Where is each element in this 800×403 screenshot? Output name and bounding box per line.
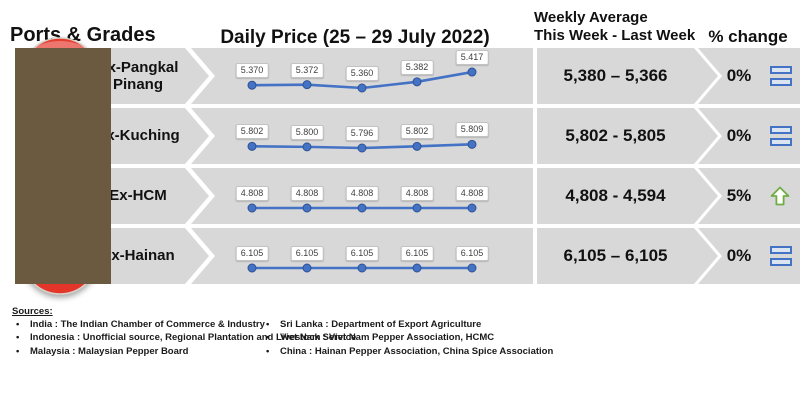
daily-price-chart [247, 139, 477, 153]
weekly-average-header-line2: This Week - Last Week [534, 26, 696, 44]
data-point [412, 203, 422, 213]
data-point [412, 263, 422, 273]
data-point-label: 4.808 [455, 186, 489, 201]
data-point-label: 5.370 [235, 63, 269, 79]
data-point-label: 6.105 [345, 246, 379, 261]
increase-arrow-icon [770, 186, 790, 206]
data-point-label: 4.808 [290, 186, 324, 201]
source-item: Sri Lanka : Department of Export Agricul… [262, 319, 553, 331]
data-point-label: 5.800 [290, 124, 324, 140]
daily-price-chart [247, 203, 477, 213]
data-point [247, 203, 257, 213]
data-point [357, 83, 367, 93]
weekly-average-value: 6,105 – 6,105 [563, 246, 668, 265]
source-item: Indonesia : Unofficial source, Regional … [12, 332, 356, 344]
percent-change-band: 0% [698, 228, 800, 284]
weekly-average-value: 5,380 – 5,366 [563, 66, 668, 85]
price-row: 4,808 - 4,594 5% Ex-HCM 4.808 4.808 4.808 4… [0, 157, 800, 235]
weekly-average-value: 5,802 - 5,805 [565, 126, 666, 145]
data-point [467, 67, 477, 77]
weekly-average-header: Weekly Average This Week - Last Week [534, 9, 695, 44]
weekly-average-band: 5,802 - 5,805 [537, 108, 718, 164]
data-point [412, 77, 422, 87]
no-change-icon [770, 66, 792, 86]
percent-change-value: 0% [726, 246, 752, 265]
port-name: Ex-Hainan [101, 247, 175, 265]
data-point-label: 6.105 [235, 246, 269, 261]
data-point-label: 5.382 [400, 59, 434, 75]
data-point [247, 80, 257, 90]
sources-section: Sources: India : The Indian Chamber of C… [12, 306, 553, 358]
no-change-icon [770, 246, 792, 266]
percent-change-value: 0% [726, 66, 752, 85]
data-point-label: 5.809 [455, 122, 489, 138]
data-point-label: 6.105 [400, 246, 434, 261]
sources-list-right: Sri Lanka : Department of Export Agricul… [262, 319, 553, 360]
data-point-label: 4.808 [400, 186, 434, 201]
data-point-label: 5.372 [290, 62, 324, 78]
data-point-label: 4.808 [345, 186, 379, 201]
weekly-average-band: 6,105 – 6,105 [537, 228, 718, 284]
data-point-label: 5.417 [455, 50, 489, 66]
weekly-average-header-line1: Weekly Average [534, 9, 648, 26]
weekly-average-value: 4,808 - 4,594 [565, 186, 666, 205]
daily-price-chart [247, 67, 477, 93]
weekly-average-band: 5,380 – 5,366 [537, 48, 718, 104]
data-point [467, 263, 477, 273]
data-point [357, 263, 367, 273]
data-point-label: 6.105 [290, 246, 324, 261]
data-point [302, 203, 312, 213]
weekly-average-band: 4,808 - 4,594 [537, 168, 718, 224]
no-change-icon [770, 126, 792, 146]
data-point-label: 4.808 [235, 186, 269, 201]
price-row: 6,105 – 6,105 0% [0, 217, 800, 295]
data-point [302, 80, 312, 90]
daily-price-chart [247, 263, 477, 273]
data-point-label: 5.796 [345, 126, 379, 141]
price-row: 5,802 - 5,805 0% [0, 97, 800, 175]
percent-change-value: 5% [726, 186, 752, 205]
data-point-label: 6.105 [455, 246, 489, 261]
data-point [467, 139, 477, 149]
data-point [302, 142, 312, 152]
daily-price-header: Daily Price (25 – 29 July 2022) [220, 27, 490, 48]
percent-change-value: 0% [726, 126, 752, 145]
percent-change-header: % change [708, 27, 788, 46]
source-item: China : Hainan Pepper Association, China… [262, 346, 553, 358]
data-point [247, 263, 257, 273]
price-row: 5,380 – 5,366 0% Ex-Pangkal Pinang 5.370… [0, 37, 800, 115]
source-item: Viet Nam : Viet Nam Pepper Association, … [262, 332, 553, 344]
source-item: India : The Indian Chamber of Commerce &… [12, 319, 356, 331]
data-point [302, 263, 312, 273]
sources-title: Sources: [12, 306, 53, 317]
data-point-label: 5.360 [345, 66, 379, 81]
data-point [467, 203, 477, 213]
data-point [357, 143, 367, 153]
source-item: Malaysia : Malaysian Pepper Board [12, 346, 356, 358]
data-point-label: 5.802 [400, 124, 434, 140]
port-name: Ex-Kuching [96, 127, 180, 145]
data-point [357, 203, 367, 213]
data-point [247, 141, 257, 151]
sources-list-left: India : The Indian Chamber of Commerce &… [12, 319, 356, 360]
data-point-label: 5.802 [235, 124, 269, 140]
percent-change-band: 5% [698, 168, 800, 224]
port-name: Ex-HCM [109, 187, 167, 205]
peppercorns-background [15, 48, 111, 284]
port-name: Ex-Pangkal Pinang [97, 58, 179, 93]
data-point [412, 141, 422, 151]
